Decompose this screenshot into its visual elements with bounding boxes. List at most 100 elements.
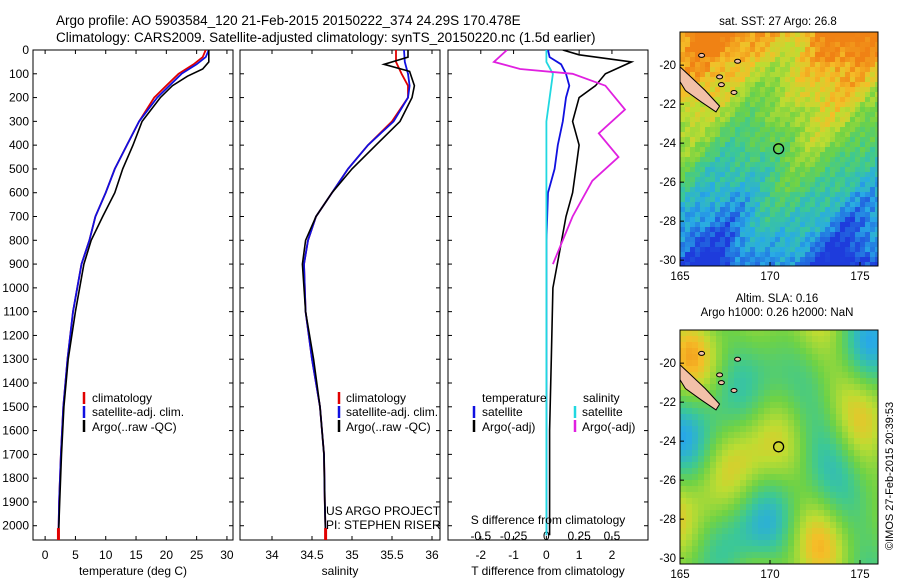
figure-title-line2: Climatology: CARS2009. Satellite-adjuste… [56, 30, 596, 45]
map-cell [695, 197, 701, 203]
map-cell [770, 252, 776, 258]
map-cell [740, 342, 747, 349]
map-cell [815, 67, 821, 73]
map-cell [800, 72, 806, 78]
map-cell [820, 142, 826, 148]
map-cell [770, 187, 776, 193]
map-cell [790, 57, 796, 63]
map-cell [865, 157, 871, 163]
map-cell [785, 152, 791, 158]
map-cell [835, 42, 841, 48]
map-cell [820, 212, 826, 218]
map-cell [752, 510, 759, 517]
map-cell [825, 177, 831, 183]
map-cell [794, 432, 801, 439]
map-cell [812, 384, 819, 391]
map-cell [818, 522, 825, 529]
map-cell [740, 360, 747, 367]
map-cell [875, 107, 878, 113]
map-cell [870, 62, 876, 68]
map-cell [835, 167, 841, 173]
map-cell [745, 142, 751, 148]
map-cell [815, 47, 821, 53]
map-cell [866, 408, 873, 415]
map-cell [760, 57, 766, 63]
map-cell [775, 232, 781, 238]
map-cell [745, 192, 751, 198]
map-cell [810, 227, 816, 233]
map-cell [866, 360, 873, 367]
map-cell [830, 408, 837, 415]
map-cell [825, 107, 831, 113]
map-cell [870, 97, 876, 103]
map-cell [685, 202, 691, 208]
map-cell [805, 147, 811, 153]
map-cell [740, 172, 746, 178]
map-cell [728, 366, 735, 373]
map-cell [785, 42, 791, 48]
map-cell [806, 366, 813, 373]
map-cell [692, 402, 699, 409]
map-cell [825, 122, 831, 128]
map-cell [785, 257, 791, 263]
map-cell [788, 330, 795, 337]
map-cell [685, 192, 691, 198]
land-new-caledonia [680, 66, 721, 113]
map-cell [812, 492, 819, 499]
map-cell [725, 237, 731, 243]
x-tick-label: 34.5 [300, 548, 324, 562]
map-cell [800, 147, 806, 153]
map-cell [770, 438, 777, 445]
map-cell [705, 47, 711, 53]
map-cell [692, 558, 699, 564]
map-cell [845, 212, 851, 218]
map-cell [752, 348, 759, 355]
map-cell [685, 122, 691, 128]
map-cell [795, 122, 801, 128]
map-cell [872, 414, 878, 421]
map-cell [865, 252, 871, 258]
map-cell [842, 498, 849, 505]
map-cell [865, 217, 871, 223]
map-cell [872, 330, 878, 337]
map-cell [830, 552, 837, 559]
map-cell [680, 207, 686, 213]
map-cell [770, 396, 777, 403]
map-cell [815, 147, 821, 153]
map-cell [750, 77, 756, 83]
map-cell [850, 37, 856, 43]
map-cell [745, 72, 751, 78]
map-cell [725, 137, 731, 143]
map-cell [720, 207, 726, 213]
map-cell [750, 252, 756, 258]
map-cell [812, 360, 819, 367]
map-cell [752, 516, 759, 523]
map-cell [722, 492, 729, 499]
map-cell [700, 37, 706, 43]
map-cell [765, 77, 771, 83]
map-cell [765, 167, 771, 173]
map-cell [734, 552, 741, 559]
project-credit: US ARGO PROJECT [326, 504, 441, 518]
map-cell [815, 237, 821, 243]
map-cell [746, 534, 753, 541]
map-cell [795, 87, 801, 93]
map-cell [755, 167, 761, 173]
map-cell [710, 438, 717, 445]
map-cell [875, 177, 878, 183]
map-cell [818, 516, 825, 523]
map-cell [700, 242, 706, 248]
map-cell [728, 558, 735, 564]
map-cell [710, 192, 716, 198]
map-cell [800, 212, 806, 218]
map-cell [825, 112, 831, 118]
map-cell [788, 378, 795, 385]
map-cell [815, 252, 821, 258]
map-cell [685, 62, 691, 68]
map-cell [715, 217, 721, 223]
map-cell [720, 87, 726, 93]
map-cell [746, 384, 753, 391]
map-cell [875, 42, 878, 48]
map-cell [775, 142, 781, 148]
map-cell [755, 252, 761, 258]
